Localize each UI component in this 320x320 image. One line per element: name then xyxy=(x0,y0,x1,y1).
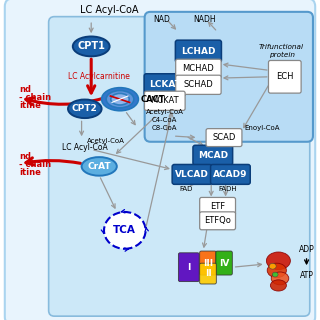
Text: ETF: ETF xyxy=(210,202,225,211)
FancyBboxPatch shape xyxy=(145,12,313,142)
Text: itine: itine xyxy=(19,101,41,110)
Ellipse shape xyxy=(68,100,102,118)
Text: ACAD9: ACAD9 xyxy=(213,170,248,179)
Text: itine: itine xyxy=(19,168,41,177)
Text: CACT: CACT xyxy=(141,95,165,104)
FancyBboxPatch shape xyxy=(172,164,212,184)
Text: MCKAT: MCKAT xyxy=(150,96,179,105)
FancyBboxPatch shape xyxy=(211,164,250,184)
FancyBboxPatch shape xyxy=(145,91,185,110)
FancyBboxPatch shape xyxy=(200,212,236,230)
Text: - chain: - chain xyxy=(19,160,51,169)
Ellipse shape xyxy=(102,88,139,111)
Text: FAD: FAD xyxy=(179,187,192,192)
Text: LCHAD: LCHAD xyxy=(181,47,216,56)
FancyBboxPatch shape xyxy=(193,145,233,165)
Text: IV: IV xyxy=(219,259,229,268)
Text: ETFQo: ETFQo xyxy=(204,216,231,225)
Ellipse shape xyxy=(73,36,109,56)
Ellipse shape xyxy=(272,272,278,277)
FancyBboxPatch shape xyxy=(179,253,199,282)
Text: NAD: NAD xyxy=(153,15,170,24)
Text: C4-CoA: C4-CoA xyxy=(152,117,178,123)
Text: LCKAT: LCKAT xyxy=(149,80,181,89)
Ellipse shape xyxy=(269,263,276,269)
Text: II: II xyxy=(204,269,212,278)
Ellipse shape xyxy=(267,263,286,277)
Ellipse shape xyxy=(82,157,117,176)
Text: LC Acyl-CoA: LC Acyl-CoA xyxy=(80,4,138,15)
Text: SCHAD: SCHAD xyxy=(184,80,213,89)
Text: ECH: ECH xyxy=(276,72,293,81)
Text: III: III xyxy=(203,259,213,268)
Text: Acetyl-CoA: Acetyl-CoA xyxy=(146,109,184,115)
FancyBboxPatch shape xyxy=(144,74,186,96)
Text: Acetyl-CoA: Acetyl-CoA xyxy=(87,138,124,144)
Text: VLCAD: VLCAD xyxy=(175,170,209,179)
FancyBboxPatch shape xyxy=(216,251,232,275)
Text: FADH: FADH xyxy=(218,187,236,192)
Text: CPT2: CPT2 xyxy=(72,104,98,113)
Ellipse shape xyxy=(111,93,129,105)
Ellipse shape xyxy=(271,272,289,285)
Text: C8-CoA: C8-CoA xyxy=(152,125,178,131)
Text: CrAT: CrAT xyxy=(87,162,111,171)
Text: - chain: - chain xyxy=(19,93,51,102)
FancyBboxPatch shape xyxy=(206,129,242,147)
Ellipse shape xyxy=(266,252,291,269)
Text: MCHAD: MCHAD xyxy=(182,64,214,73)
Text: NADH: NADH xyxy=(194,15,216,24)
Text: TCA: TCA xyxy=(113,225,136,236)
Text: LC Acyl-CoA: LC Acyl-CoA xyxy=(62,143,108,152)
FancyBboxPatch shape xyxy=(5,0,315,320)
FancyBboxPatch shape xyxy=(200,197,236,215)
FancyBboxPatch shape xyxy=(176,59,221,78)
FancyBboxPatch shape xyxy=(176,75,221,94)
Text: MCAD: MCAD xyxy=(198,151,228,160)
Text: I: I xyxy=(187,263,190,272)
Text: nd: nd xyxy=(19,152,31,161)
Text: ADP: ADP xyxy=(299,245,315,254)
Text: nd: nd xyxy=(19,85,31,94)
Text: ATP: ATP xyxy=(300,271,314,280)
Text: Enoyl-CoA: Enoyl-CoA xyxy=(245,125,280,131)
Ellipse shape xyxy=(106,91,134,108)
FancyBboxPatch shape xyxy=(175,40,221,62)
Text: Trifunctional
protein: Trifunctional protein xyxy=(259,44,304,58)
Text: SCAD: SCAD xyxy=(212,133,236,142)
FancyBboxPatch shape xyxy=(268,60,301,93)
Ellipse shape xyxy=(104,212,146,249)
FancyBboxPatch shape xyxy=(200,263,216,284)
Ellipse shape xyxy=(270,280,286,291)
Text: CPT1: CPT1 xyxy=(77,41,105,52)
FancyBboxPatch shape xyxy=(49,17,310,316)
FancyBboxPatch shape xyxy=(200,251,216,275)
Text: LC Acylcarnitine: LC Acylcarnitine xyxy=(68,72,130,81)
